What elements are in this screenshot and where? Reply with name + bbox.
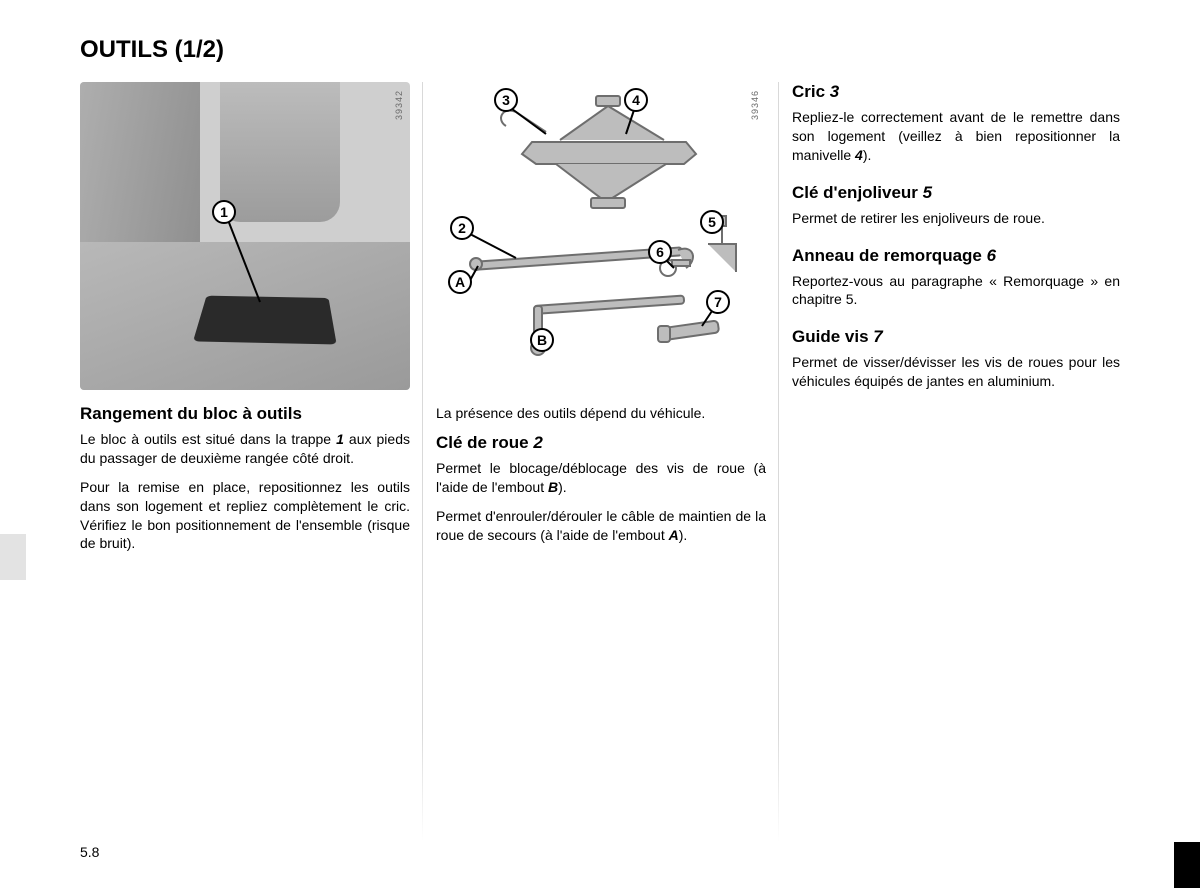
callout-3-circle: 3 — [494, 88, 518, 112]
para-wb-1end: ). — [558, 479, 567, 495]
column-2: 3 4 2 A 5 6 7 B 39346 La présence des ou… — [436, 82, 766, 563]
ref-7: 7 — [873, 327, 882, 346]
ref-3: 3 — [830, 82, 839, 101]
heading-hubcap-key: Clé d'enjoliveur 5 — [792, 183, 1120, 203]
callout-2-circle: 2 — [450, 216, 474, 240]
ref-5: 5 — [923, 183, 932, 202]
callout-1: 1 — [212, 200, 236, 224]
figure-2-code: 39346 — [750, 90, 760, 120]
para-jack-end: ). — [863, 147, 872, 163]
para-wb-2end: ). — [679, 527, 688, 543]
column-divider-1 — [422, 82, 423, 842]
ref-4: 4 — [855, 147, 863, 163]
fig2-leader-lines — [468, 104, 722, 348]
callout-B: B — [530, 328, 554, 352]
para-jack: Repliez-le correctement avant de le reme… — [792, 108, 1120, 165]
para-hubcap: Permet de retirer les enjoliveurs de rou… — [792, 209, 1120, 228]
heading-jack: Cric 3 — [792, 82, 1120, 102]
title-text: OUTILS — [80, 36, 168, 63]
column-1: 1 39342 Rangement du bloc à outils Le bl… — [80, 82, 410, 563]
column-divider-2 — [778, 82, 779, 842]
para-wb-1a: Permet le blocage/déblocage des vis de r… — [436, 460, 766, 495]
screw-guide — [658, 320, 719, 342]
heading-jack-text: Cric — [792, 82, 830, 101]
page-number: 5.8 — [80, 844, 99, 860]
heading-tow-text: Anneau de remorquage — [792, 246, 987, 265]
callout-6-circle: 6 — [648, 240, 672, 264]
para-wheel-brace-1: Permet le blocage/déblocage des vis de r… — [436, 459, 766, 497]
callout-7-circle: 7 — [706, 290, 730, 314]
figure-1: 1 39342 — [80, 82, 410, 390]
heading-hubcap-text: Clé d'enjoliveur — [792, 183, 923, 202]
jack-shape — [501, 96, 696, 208]
callout-3: 3 — [494, 88, 518, 112]
callout-1-circle: 1 — [212, 200, 236, 224]
heading-screw-text: Guide vis — [792, 327, 873, 346]
ref-B: B — [548, 479, 558, 495]
para-screw: Permet de visser/dévisser les vis de rou… — [792, 353, 1120, 391]
heading-storage: Rangement du bloc à outils — [80, 404, 410, 424]
para-storage-1a: Le bloc à outils est situé dans la trapp… — [80, 431, 336, 447]
para-tools-intro: La présence des outils dépend du véhicul… — [436, 404, 766, 423]
right-side-tab — [1174, 842, 1200, 888]
fig1-leader-lines — [80, 82, 410, 390]
ref-2: 2 — [533, 433, 542, 452]
ref-6: 6 — [987, 246, 996, 265]
callout-B-circle: B — [530, 328, 554, 352]
callout-7: 7 — [706, 290, 730, 314]
para-storage-2: Pour la remise en place, repositionnez l… — [80, 478, 410, 554]
para-storage-1: Le bloc à outils est situé dans la trapp… — [80, 430, 410, 468]
heading-tow-ring: Anneau de remorquage 6 — [792, 246, 1120, 266]
callout-A-circle: A — [448, 270, 472, 294]
callout-6: 6 — [648, 240, 672, 264]
callout-A: A — [448, 270, 472, 294]
para-wheel-brace-2: Permet d'enrouler/dérouler le câble de m… — [436, 507, 766, 545]
page-title: OUTILS (1/2) — [80, 36, 1120, 64]
callout-5: 5 — [700, 210, 724, 234]
heading-screw-guide: Guide vis 7 — [792, 327, 1120, 347]
columns: 1 39342 Rangement du bloc à outils Le bl… — [80, 82, 1120, 563]
title-counter: (1/2) — [175, 36, 224, 63]
para-wb-2a: Permet d'enrouler/dérouler le câble de m… — [436, 508, 766, 543]
column-3: Cric 3 Repliez-le correctement avant de … — [792, 82, 1120, 563]
page-content: OUTILS (1/2) 1 39342 Rangement du bloc à… — [0, 0, 1200, 888]
callout-4-circle: 4 — [624, 88, 648, 112]
figure-2-svg — [436, 82, 766, 390]
callout-5-circle: 5 — [700, 210, 724, 234]
figure-1-code: 39342 — [394, 90, 404, 120]
heading-wheel-brace: Clé de roue 2 — [436, 433, 766, 453]
ref-1: 1 — [336, 431, 344, 447]
figure-2: 3 4 2 A 5 6 7 B 39346 — [436, 82, 766, 390]
heading-wheel-brace-text: Clé de roue — [436, 433, 533, 452]
ref-A: A — [669, 527, 679, 543]
callout-2: 2 — [450, 216, 474, 240]
callout-4: 4 — [624, 88, 648, 112]
para-tow: Reportez-vous au paragraphe « Remorquage… — [792, 272, 1120, 310]
para-jack-a: Repliez-le correctement avant de le reme… — [792, 109, 1120, 163]
